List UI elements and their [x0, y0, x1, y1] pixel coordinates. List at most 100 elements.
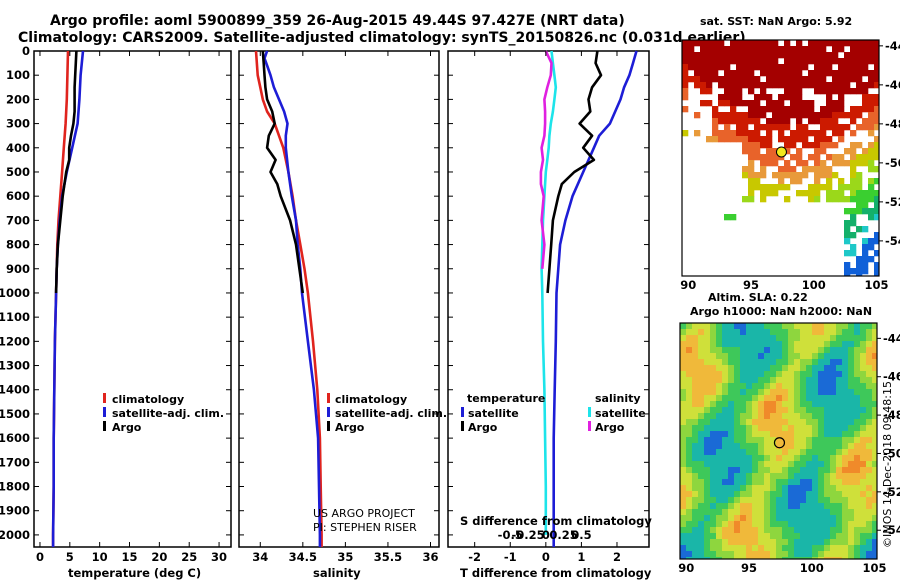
map-cell [728, 545, 735, 552]
map-cell [746, 413, 753, 420]
map-cell [716, 503, 723, 510]
salinity-xlabel: salinity [313, 566, 361, 580]
map-cell [724, 76, 731, 83]
map-cell [778, 64, 785, 71]
t-difference-xlabel: T difference from climatology [460, 566, 652, 580]
map-cell [796, 64, 803, 71]
map-cell [728, 467, 735, 474]
map-cell [872, 353, 877, 360]
map-cell [842, 323, 849, 330]
map-cell [874, 202, 879, 209]
map-cell [836, 407, 843, 414]
map-cell [818, 425, 825, 432]
map-cell [860, 407, 867, 414]
map-cell [716, 443, 723, 450]
map-cell [854, 533, 861, 540]
map-cell [830, 377, 837, 384]
map-cell [812, 527, 819, 534]
map-cell [748, 76, 755, 83]
map-cell [740, 557, 747, 559]
map-cell [734, 449, 741, 456]
map-y-tick-label: -50 [885, 156, 900, 170]
map-cell [736, 100, 743, 107]
map-cell [784, 136, 791, 143]
map-cell [752, 365, 759, 372]
map-cell [782, 329, 789, 336]
map-cell [794, 455, 801, 462]
map-cell [752, 455, 759, 462]
map-cell [848, 557, 855, 559]
map-cell [728, 551, 735, 558]
map-cell [832, 160, 839, 167]
map-cell [778, 112, 785, 119]
map-cell [754, 124, 761, 131]
map-cell [746, 461, 753, 468]
map-cell [800, 449, 807, 456]
map-cell [758, 389, 765, 396]
map-cell [692, 341, 699, 348]
map-cell [692, 539, 699, 546]
map-cell [860, 335, 867, 342]
map-cell [836, 557, 843, 559]
map-cell [806, 329, 813, 336]
map-cell [806, 485, 813, 492]
map-cell [812, 359, 819, 366]
map-cell [752, 353, 759, 360]
sla-map-frame [679, 322, 878, 560]
map-cell [856, 226, 863, 233]
map-cell [790, 178, 797, 185]
map-cell [770, 389, 777, 396]
map-cell [812, 347, 819, 354]
map-cell [758, 515, 765, 522]
map-cell [776, 341, 783, 348]
map-cell [776, 479, 783, 486]
map-cell [686, 473, 693, 480]
map-cell [764, 533, 771, 540]
map-cell [764, 323, 771, 330]
map-cell [854, 467, 861, 474]
map-cell [794, 515, 801, 522]
map-cell [728, 449, 735, 456]
map-cell [802, 136, 809, 143]
map-cell [734, 323, 741, 330]
map-cell [868, 118, 875, 125]
map-cell [788, 389, 795, 396]
map-cell [748, 40, 755, 47]
map-cell [730, 46, 737, 53]
map-cell [866, 479, 873, 486]
map-cell [686, 485, 693, 492]
map-cell [704, 419, 711, 426]
map-cell [808, 40, 815, 47]
map-cell [764, 545, 771, 552]
map-cell [812, 425, 819, 432]
map-cell [854, 461, 861, 468]
series-line-satellite-adj-clim- [263, 50, 322, 547]
map-cell [824, 461, 831, 468]
sst-map-argo-marker [775, 146, 787, 158]
map-cell [788, 449, 795, 456]
map-cell [820, 124, 827, 131]
map-cell [788, 413, 795, 420]
map-cell [860, 323, 867, 330]
map-cell [770, 443, 777, 450]
map-cell [824, 431, 831, 438]
map-cell [710, 479, 717, 486]
map-cell [812, 449, 819, 456]
map-cell [862, 88, 869, 95]
map-cell [830, 359, 837, 366]
y-tick-label: 1100 [0, 310, 30, 324]
map-cell [782, 467, 789, 474]
map-cell [874, 124, 879, 131]
map-cell [860, 497, 867, 504]
map-cell [874, 196, 879, 203]
map-cell [782, 479, 789, 486]
map-cell [748, 154, 755, 161]
map-cell [698, 527, 705, 534]
map-cell [746, 473, 753, 480]
map-cell [784, 40, 791, 47]
map-cell [826, 58, 833, 65]
map-cell [776, 335, 783, 342]
y-tick-label: 900 [6, 262, 30, 276]
map-cell [776, 491, 783, 498]
map-cell [766, 148, 773, 155]
